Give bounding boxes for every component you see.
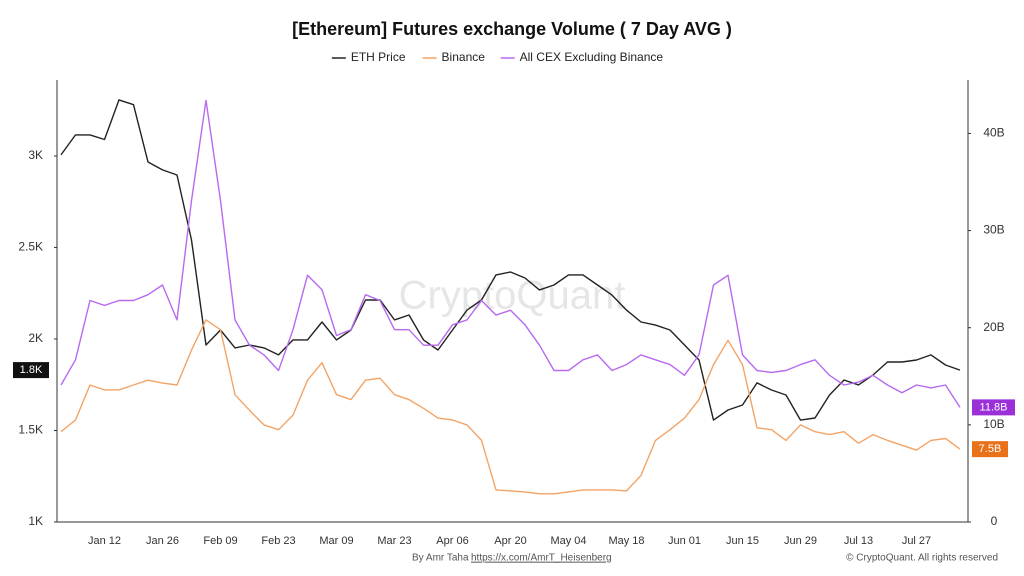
x-tick-label: Feb 23 — [261, 535, 295, 547]
y2-tick-label: 30B — [983, 223, 1004, 237]
x-tick-label: Jul 13 — [844, 535, 873, 547]
footer-author: By Amr Taha — [412, 553, 469, 564]
chart-title: [Ethereum] Futures exchange Volume ( 7 D… — [292, 19, 732, 39]
x-tick-label: Jan 26 — [146, 535, 179, 547]
value-label: 11.8B — [980, 401, 1008, 413]
footer-copyright: © CryptoQuant. All rights reserved — [846, 553, 998, 564]
series-line — [60, 99, 961, 421]
footer-link[interactable]: https://x.com/AmrT_Heisenberg — [471, 553, 612, 564]
y2-tick-label: 40B — [983, 126, 1004, 140]
series-line — [60, 99, 961, 408]
y2-tick-label: 20B — [983, 320, 1004, 334]
series-line — [60, 319, 961, 495]
y-tick-label: 2K — [28, 331, 43, 345]
x-tick-label: Mar 23 — [377, 535, 411, 547]
x-tick-label: Feb 09 — [203, 535, 237, 547]
value-label-box — [972, 441, 1008, 458]
x-tick-label: Apr 20 — [494, 535, 526, 547]
value-label: 7.5B — [979, 443, 1002, 455]
x-tick-label: Jun 15 — [726, 535, 759, 547]
watermark: CryptoQuant — [399, 274, 626, 318]
legend-label: ETH Price — [351, 50, 406, 64]
x-tick-label: Jun 01 — [668, 535, 701, 547]
y2-tick-label: 0 — [991, 514, 998, 528]
y-tick-label: 1.5K — [18, 423, 43, 437]
value-label-box — [13, 362, 49, 379]
legend-label: All CEX Excluding Binance — [520, 50, 664, 64]
value-label: 1.8K — [20, 364, 43, 376]
x-tick-label: Jan 12 — [88, 535, 121, 547]
legend-label: Binance — [442, 50, 486, 64]
y-tick-label: 2.5K — [18, 240, 43, 254]
x-tick-label: Mar 09 — [319, 535, 353, 547]
y2-tick-label: 10B — [983, 417, 1004, 431]
x-tick-label: May 18 — [608, 535, 644, 547]
x-tick-label: May 04 — [550, 535, 586, 547]
x-tick-label: Jul 27 — [902, 535, 931, 547]
x-tick-label: Apr 06 — [436, 535, 468, 547]
y-tick-label: 1K — [28, 514, 43, 528]
x-tick-label: Jun 29 — [784, 535, 817, 547]
y-tick-label: 3K — [28, 148, 43, 162]
value-label-box — [972, 399, 1015, 416]
